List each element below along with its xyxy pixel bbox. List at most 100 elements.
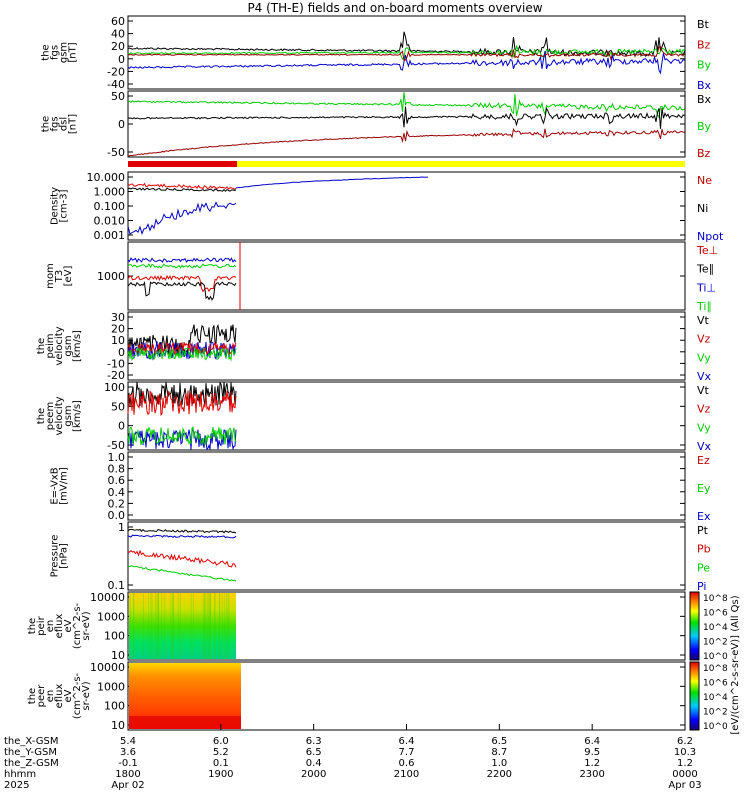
ytick-label: 0: [118, 118, 125, 131]
ytick-label: 0: [118, 420, 125, 433]
ylabel-line: the: [27, 618, 38, 634]
ylabel-line: the: [36, 408, 47, 424]
ytick-label: 60: [111, 15, 125, 28]
series-line: [127, 187, 237, 193]
legend-Bz: Bz: [697, 147, 711, 160]
ytick-label: 1000: [97, 610, 125, 623]
legend-Vx: Vx: [697, 440, 712, 453]
legend-Bx: Bx: [697, 79, 712, 92]
ytick-label: 50: [111, 90, 125, 103]
xtick-date: Apr 02: [111, 780, 144, 791]
legend-Vy: Vy: [697, 421, 711, 434]
ylabel-line: the: [36, 338, 47, 354]
ylabel-line: [mV/m]: [59, 467, 70, 505]
ytick-label: 50: [111, 400, 125, 413]
colorbar-tick: 10^8: [703, 664, 728, 674]
ytick-label: 1000: [97, 270, 125, 283]
colorbar-tick: 10^0: [703, 722, 728, 732]
panel-frame: [127, 451, 686, 521]
ylabel-line: sr-eV): [81, 611, 92, 640]
series-line: [127, 425, 237, 447]
colorbar-tick: 10^6: [703, 609, 728, 619]
ylabel-line: fgs: [50, 116, 61, 131]
ytick-label: 0.100: [94, 200, 126, 213]
ylabel-line: [nT]: [68, 114, 79, 134]
xtick-x-gsm: 6.4: [584, 736, 600, 747]
ylabel-line: the: [41, 116, 52, 132]
series-line: [127, 182, 237, 190]
ytick-label: -50: [107, 146, 125, 159]
ylabel-line: gsm: [59, 42, 70, 63]
series-line: [127, 257, 237, 264]
ylabel-line: peer: [36, 684, 47, 708]
legend-Vt: Vt: [697, 384, 710, 397]
xtick-x-gsm: 5.4: [120, 736, 136, 747]
ytick-label: -20: [107, 369, 125, 382]
colorbar-1: [689, 591, 700, 661]
xtick-x-gsm: 6.5: [491, 736, 507, 747]
xtick-y-gsm: 7.7: [399, 747, 415, 758]
ytick-label: 100: [104, 700, 125, 713]
xtick-y-gsm: 6.5: [306, 747, 322, 758]
xtick-hhmm: 0000: [672, 769, 697, 780]
ylabel-line: gsm: [63, 405, 74, 426]
ylabel-line: E=-VxB: [50, 467, 61, 504]
legend-Pb: Pb: [697, 543, 711, 556]
ylabel-line: [cm-3]: [59, 189, 70, 222]
panel-frame: [127, 171, 686, 241]
ytick-label: -50: [107, 439, 125, 452]
xtick-hhmm: 2300: [579, 769, 604, 780]
ytick-label: -10: [107, 357, 125, 370]
panel-peer_eflux: 10000 1000 100 10 thepeerenefluxeV(cm^2-s-sr…: [27, 661, 686, 732]
panel-efield: 1.00.80.60.40.20.0 E=-VxB[mV/m] Ez Ey Ex: [50, 451, 711, 523]
ytick-label: 0.4: [108, 486, 126, 499]
ylabel-line: en: [45, 620, 56, 633]
colorbar-tick: 10^8: [703, 594, 728, 604]
series-line: [127, 127, 685, 157]
legend-Npot: Npot: [697, 230, 724, 243]
xtick-z-gsm: -0.1: [118, 758, 138, 769]
ylabel-line: peim: [45, 333, 56, 358]
xtick-x-gsm: 6.4: [399, 736, 415, 747]
xtick-hhmm: 1800: [115, 769, 140, 780]
ylabel-line: eflux: [54, 614, 65, 639]
xtick-x-gsm: 6.2: [677, 736, 693, 747]
series-line: [127, 274, 237, 293]
ylabel-line: dsl: [59, 117, 70, 131]
ylabel-line: the: [27, 688, 38, 704]
legend-By: By: [697, 120, 712, 133]
legend-Te∥: Te∥: [696, 263, 714, 276]
ylabel-line: [nPa]: [59, 543, 70, 569]
figure-title: P4 (TH-E) fields and on-board moments ov…: [247, 1, 542, 15]
series-line: [127, 390, 237, 416]
legend-Pt: Pt: [697, 524, 709, 537]
ylabel-line: en: [45, 690, 56, 703]
ytick-label: 10000: [90, 661, 125, 674]
xtick-date: Apr 03: [668, 780, 701, 791]
legend-Ti⊥: Ti⊥: [696, 281, 716, 294]
xtick-y-gsm: 9.5: [584, 747, 600, 758]
legend-Ey: Ey: [697, 482, 711, 495]
xaxis-row-label: the_X-GSM: [4, 736, 58, 747]
xtick-y-gsm: 8.7: [491, 747, 507, 758]
legend-Bz: Bz: [697, 38, 711, 51]
ylabel-line: [eV]: [63, 266, 74, 287]
ytick-label: 20: [111, 323, 125, 336]
panel-frame: [127, 591, 686, 661]
ytick-label: 1.000: [94, 186, 126, 199]
ylabel-line: eV: [63, 689, 74, 702]
colorbar-tick: 10^4: [703, 693, 728, 703]
xtick-hhmm: 1900: [208, 769, 233, 780]
legend-Vt: Vt: [697, 314, 710, 327]
ylabel-line: mom: [45, 263, 56, 289]
legend-Ni: Ni: [697, 202, 708, 215]
ytick-label: 10: [111, 649, 125, 662]
data-status-bar: [128, 161, 685, 167]
panel-frame: [127, 15, 686, 90]
ytick-label: 1: [118, 521, 125, 534]
